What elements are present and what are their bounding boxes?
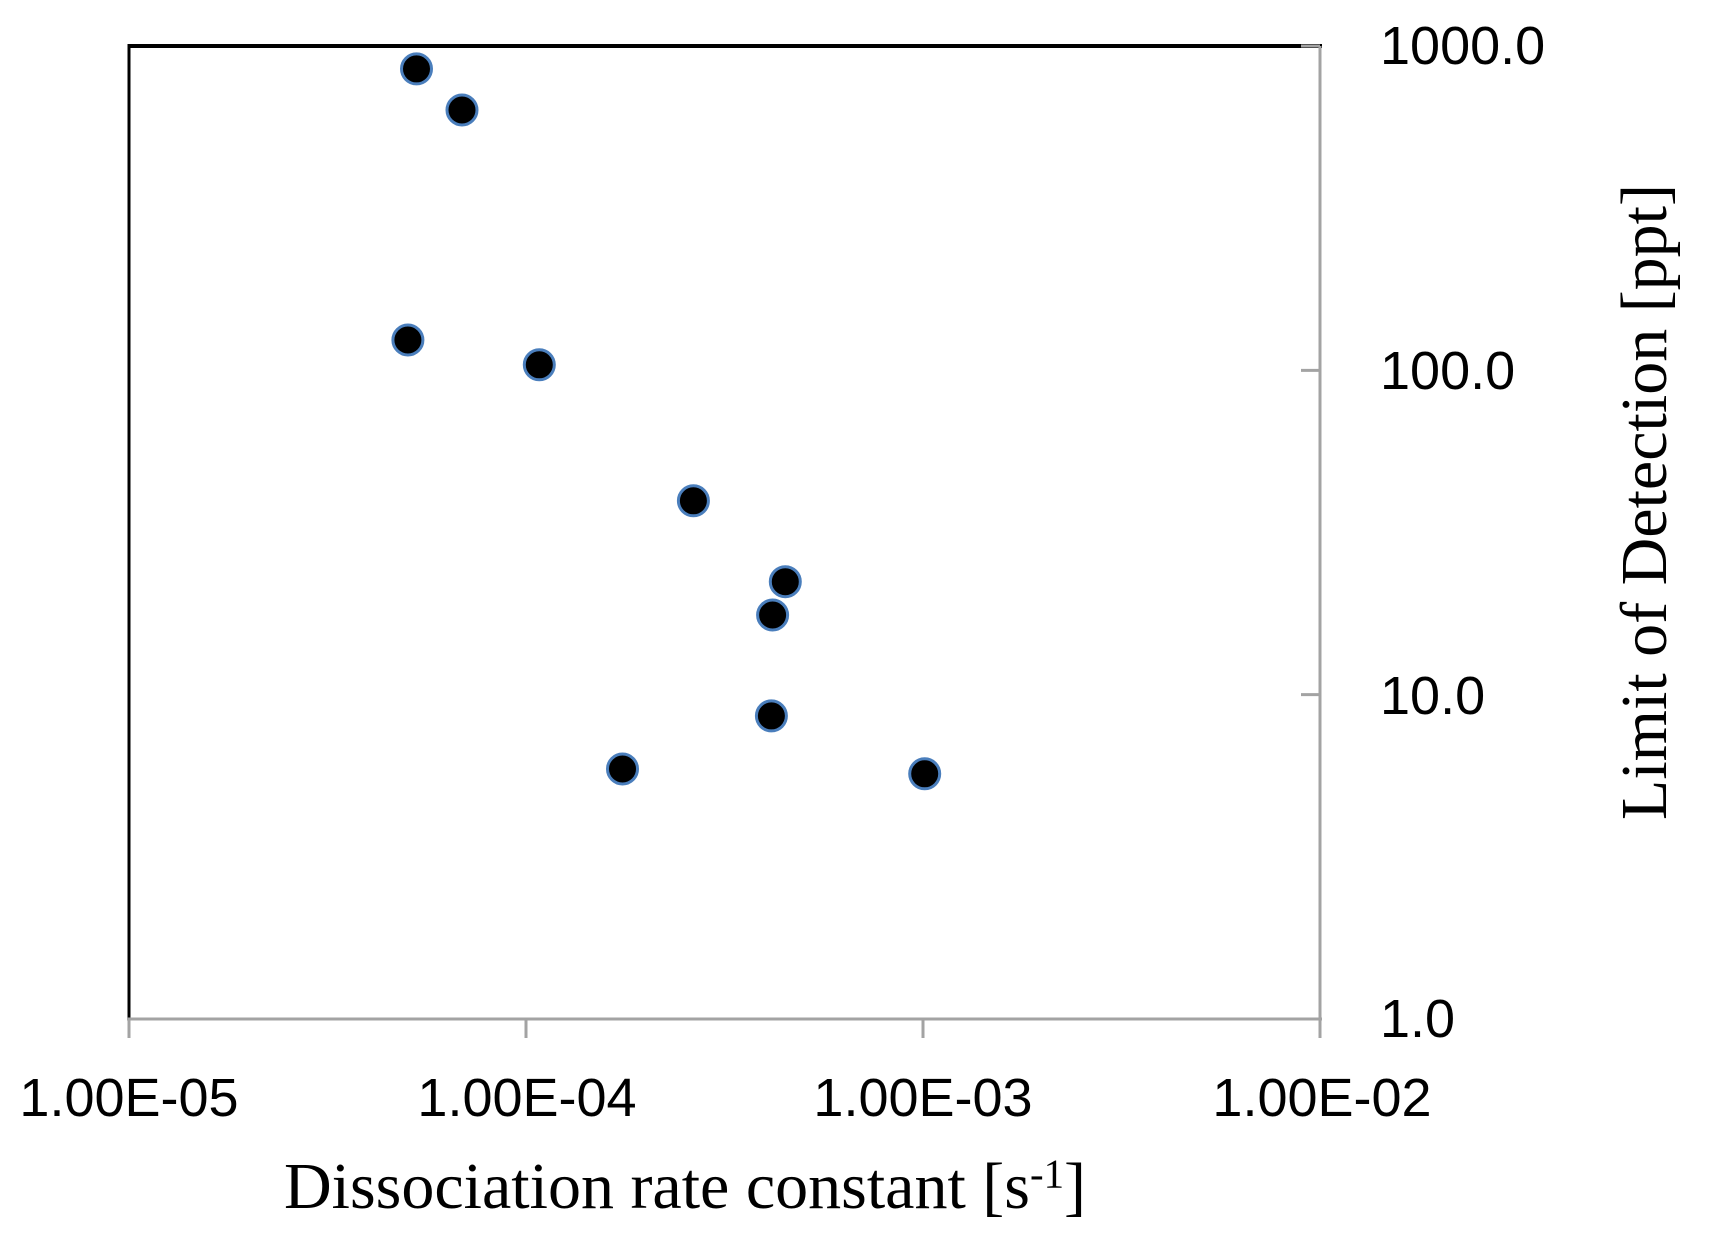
x-tick-label-1e-02: 1.00E-02 (1212, 1068, 1432, 1128)
y-tick-label-100: 100.0 (1380, 341, 1516, 401)
data-point (445, 93, 479, 127)
data-point (522, 348, 556, 382)
x-axis-title-text: Dissociation rate constant [s (283, 1150, 1030, 1223)
y-axis-title: Limit of Detection [ppt] (1608, 184, 1681, 820)
x-axis-title-closing-bracket: ] (1064, 1150, 1087, 1223)
x-tick-label-1e-04: 1.00E-04 (417, 1068, 637, 1128)
x-axis-title: Dissociation rate constant [s-1] (284, 1154, 1086, 1220)
x-tick-label-1e-05: 1.00E-05 (19, 1068, 239, 1128)
data-point (606, 752, 639, 786)
x-tick-label-1e-03: 1.00E-03 (813, 1068, 1033, 1128)
data-point (676, 484, 710, 518)
x-axis-title-superscript: -1 (1029, 1151, 1065, 1197)
data-point (768, 565, 802, 599)
y-tick-label-10: 10.0 (1380, 666, 1486, 726)
data-point (754, 699, 788, 733)
y-tick-label-1000: 1000.0 (1380, 16, 1546, 76)
data-point (400, 52, 433, 86)
data-point (391, 323, 425, 357)
data-point (908, 757, 942, 791)
data-point (756, 598, 790, 632)
y-tick-label-1: 1.0 (1380, 989, 1456, 1049)
